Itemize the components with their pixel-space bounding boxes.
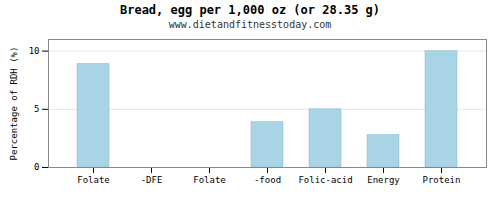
svg-text:Folate: Folate — [193, 175, 226, 185]
svg-text:10: 10 — [29, 46, 40, 56]
svg-text:-DFE: -DFE — [141, 175, 163, 185]
svg-text:Energy: Energy — [367, 175, 400, 185]
svg-text:Folic-acid: Folic-acid — [298, 175, 352, 185]
svg-text:Protein: Protein — [423, 175, 461, 185]
svg-text:Folate: Folate — [77, 175, 110, 185]
html-text:www.dietandfitnesstoday.com: www.dietandfitnesstoday.com — [168, 19, 332, 30]
svg-text:5: 5 — [34, 104, 39, 114]
svg-text:Percentage of RDH (%): Percentage of RDH (%) — [9, 47, 19, 161]
svg-text:0: 0 — [34, 162, 39, 172]
svg-text:-food: -food — [254, 175, 281, 185]
html-text:Bread, egg per 1,000 oz (or 28: Bread, egg per 1,000 oz (or 28.35 g) — [120, 3, 380, 17]
